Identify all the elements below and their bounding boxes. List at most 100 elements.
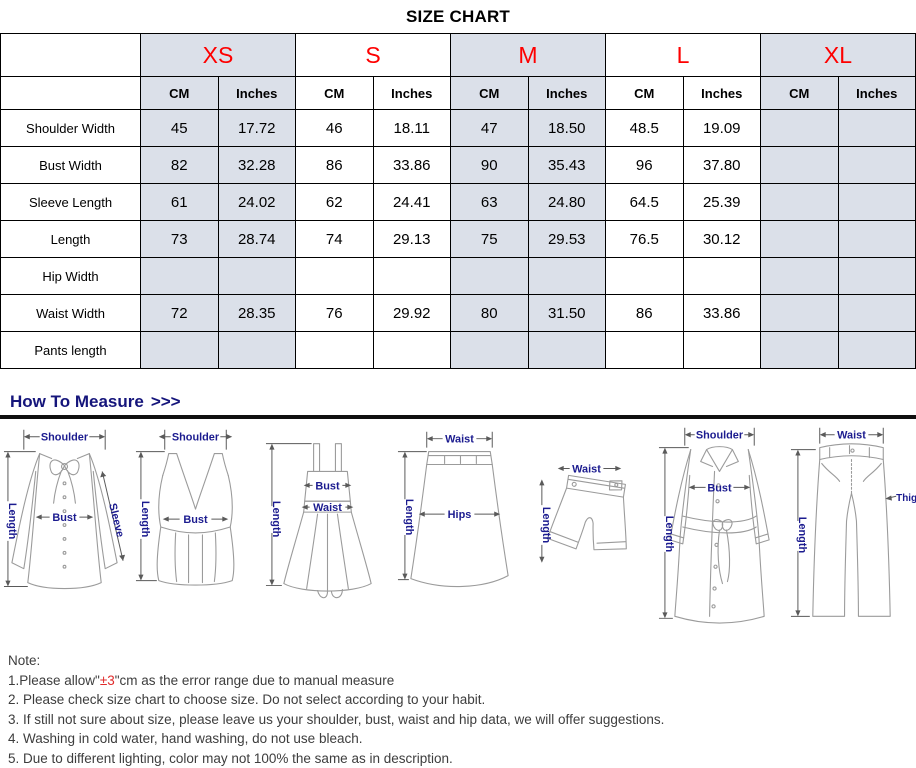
size-value-cell: 76 xyxy=(296,295,374,332)
unit-header: CM xyxy=(761,77,839,110)
size-value-cell xyxy=(218,332,296,369)
size-value-cell: 46 xyxy=(296,110,374,147)
size-value-cell xyxy=(606,258,684,295)
size-value-cell: 72 xyxy=(141,295,219,332)
size-value-cell: 24.80 xyxy=(528,184,606,221)
table-row: Length 73 28.74 74 29.13 75 29.53 76.5 3… xyxy=(1,221,916,258)
row-label: Pants length xyxy=(1,332,141,369)
size-header-row: XS S M L XL xyxy=(1,34,916,77)
size-value-cell: 63 xyxy=(451,184,529,221)
size-value-cell xyxy=(838,332,916,369)
row-label: Waist Width xyxy=(1,295,141,332)
row-label: Hip Width xyxy=(1,258,141,295)
size-value-cell xyxy=(141,332,219,369)
corner-cell xyxy=(1,34,141,77)
size-value-cell: 28.74 xyxy=(218,221,296,258)
size-value-cell: 80 xyxy=(451,295,529,332)
measure-label-bust: Bust xyxy=(183,514,208,526)
pants-illustration: Waist Length Thigh xyxy=(786,421,916,636)
size-value-cell xyxy=(761,295,839,332)
chevrons-icon: >>> xyxy=(151,392,181,412)
size-value-cell: 29.13 xyxy=(373,221,451,258)
size-value-cell: 96 xyxy=(606,147,684,184)
size-value-cell: 18.11 xyxy=(373,110,451,147)
size-value-cell xyxy=(373,258,451,295)
size-value-cell: 32.28 xyxy=(218,147,296,184)
size-value-cell xyxy=(838,258,916,295)
size-value-cell: 19.09 xyxy=(683,110,761,147)
size-value-cell xyxy=(761,258,839,295)
measure-label-waist: Waist xyxy=(572,463,601,475)
size-value-cell xyxy=(838,110,916,147)
size-value-cell: 17.72 xyxy=(218,110,296,147)
size-value-cell: 33.86 xyxy=(373,147,451,184)
note-text: 3. If still not sure about size, please … xyxy=(8,712,664,727)
measure-label-length: Length xyxy=(663,516,675,552)
unit-header: Inches xyxy=(373,77,451,110)
size-value-cell xyxy=(218,258,296,295)
size-value-cell: 47 xyxy=(451,110,529,147)
shorts-illustration: Waist Length xyxy=(524,421,654,636)
row-label: Shoulder Width xyxy=(1,110,141,147)
size-value-cell xyxy=(761,110,839,147)
unit-header: Inches xyxy=(683,77,761,110)
size-value-cell: 75 xyxy=(451,221,529,258)
unit-header: Inches xyxy=(218,77,296,110)
note-line: 1.Please allow"±3"cm as the error range … xyxy=(8,671,916,691)
measure-label-length: Length xyxy=(796,517,808,553)
size-value-cell xyxy=(838,221,916,258)
size-value-cell: 25.39 xyxy=(683,184,761,221)
size-value-cell xyxy=(451,332,529,369)
measure-label-shoulder: Shoulder xyxy=(172,432,220,444)
note-text: 1.Please allow" xyxy=(8,673,100,688)
size-chart-table: XS S M L XL CM Inches CM Inches CM Inche… xyxy=(0,33,916,369)
size-value-cell xyxy=(606,332,684,369)
measure-label-bust: Bust xyxy=(707,482,732,494)
size-value-cell: 62 xyxy=(296,184,374,221)
size-value-cell xyxy=(838,147,916,184)
size-value-cell: 37.80 xyxy=(683,147,761,184)
size-header-m: M xyxy=(451,34,606,77)
size-value-cell xyxy=(451,258,529,295)
note-text: 2. Please check size chart to choose siz… xyxy=(8,692,485,707)
blouse-illustration: Shoulder Bust Length Sleeve xyxy=(0,421,130,636)
note-line: 3. If still not sure about size, please … xyxy=(8,710,916,730)
size-header-xs: XS xyxy=(141,34,296,77)
size-value-cell xyxy=(761,147,839,184)
measure-label-shoulder: Shoulder xyxy=(696,430,744,442)
measure-label-length: Length xyxy=(270,501,282,537)
size-value-cell: 24.02 xyxy=(218,184,296,221)
size-header-s: S xyxy=(296,34,451,77)
table-row: Shoulder Width 45 17.72 46 18.11 47 18.5… xyxy=(1,110,916,147)
size-value-cell xyxy=(761,221,839,258)
measure-label-hips: Hips xyxy=(448,509,472,521)
size-value-cell: 24.41 xyxy=(373,184,451,221)
notes-heading: Note: xyxy=(8,651,916,671)
measure-label-bust: Bust xyxy=(315,480,340,492)
measure-label-length: Length xyxy=(139,501,151,537)
note-line: 2. Please check size chart to choose siz… xyxy=(8,690,916,710)
size-value-cell: 48.5 xyxy=(606,110,684,147)
size-value-cell: 29.53 xyxy=(528,221,606,258)
size-value-cell: 30.12 xyxy=(683,221,761,258)
size-value-cell xyxy=(838,184,916,221)
measure-label-length: Length xyxy=(403,499,415,535)
note-text: "cm as the error range due to manual mea… xyxy=(115,673,394,688)
size-value-cell: 33.86 xyxy=(683,295,761,332)
measure-label-length: Length xyxy=(6,503,18,539)
size-value-cell xyxy=(838,295,916,332)
size-value-cell xyxy=(141,258,219,295)
unit-header-row: CM Inches CM Inches CM Inches CM Inches … xyxy=(1,77,916,110)
size-value-cell: 86 xyxy=(296,147,374,184)
table-row: Bust Width 82 32.28 86 33.86 90 35.43 96… xyxy=(1,147,916,184)
measure-label-length: Length xyxy=(540,507,552,543)
tank-top-illustration: Shoulder Bust Length xyxy=(131,421,261,636)
tolerance-highlight: ±3 xyxy=(100,673,115,688)
corner-cell xyxy=(1,77,141,110)
how-to-measure-label: How To Measure xyxy=(10,392,144,412)
unit-header: Inches xyxy=(838,77,916,110)
table-row: Hip Width xyxy=(1,258,916,295)
size-value-cell xyxy=(528,332,606,369)
size-value-cell: 82 xyxy=(141,147,219,184)
size-value-cell: 64.5 xyxy=(606,184,684,221)
